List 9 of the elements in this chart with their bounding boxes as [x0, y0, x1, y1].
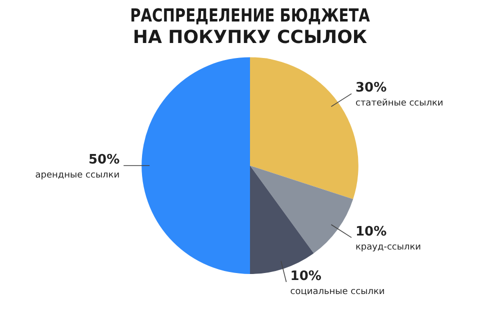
- chart-title: РАСПРЕДЕЛЕНИЕ БЮДЖЕТА НА ПОКУПКУ ССЫЛОК: [130, 4, 370, 48]
- data-label: 10%: [290, 269, 322, 284]
- slice-label: статейные ссылки: [355, 98, 444, 109]
- slice-label: социальные ссылки: [290, 287, 385, 298]
- slice-label: крауд-ссылки: [355, 242, 422, 253]
- data-label: 10%: [355, 224, 387, 240]
- data-label: 30%: [355, 80, 387, 96]
- data-label: 50%: [88, 152, 120, 168]
- slice-label: арендные ссылки: [35, 170, 120, 181]
